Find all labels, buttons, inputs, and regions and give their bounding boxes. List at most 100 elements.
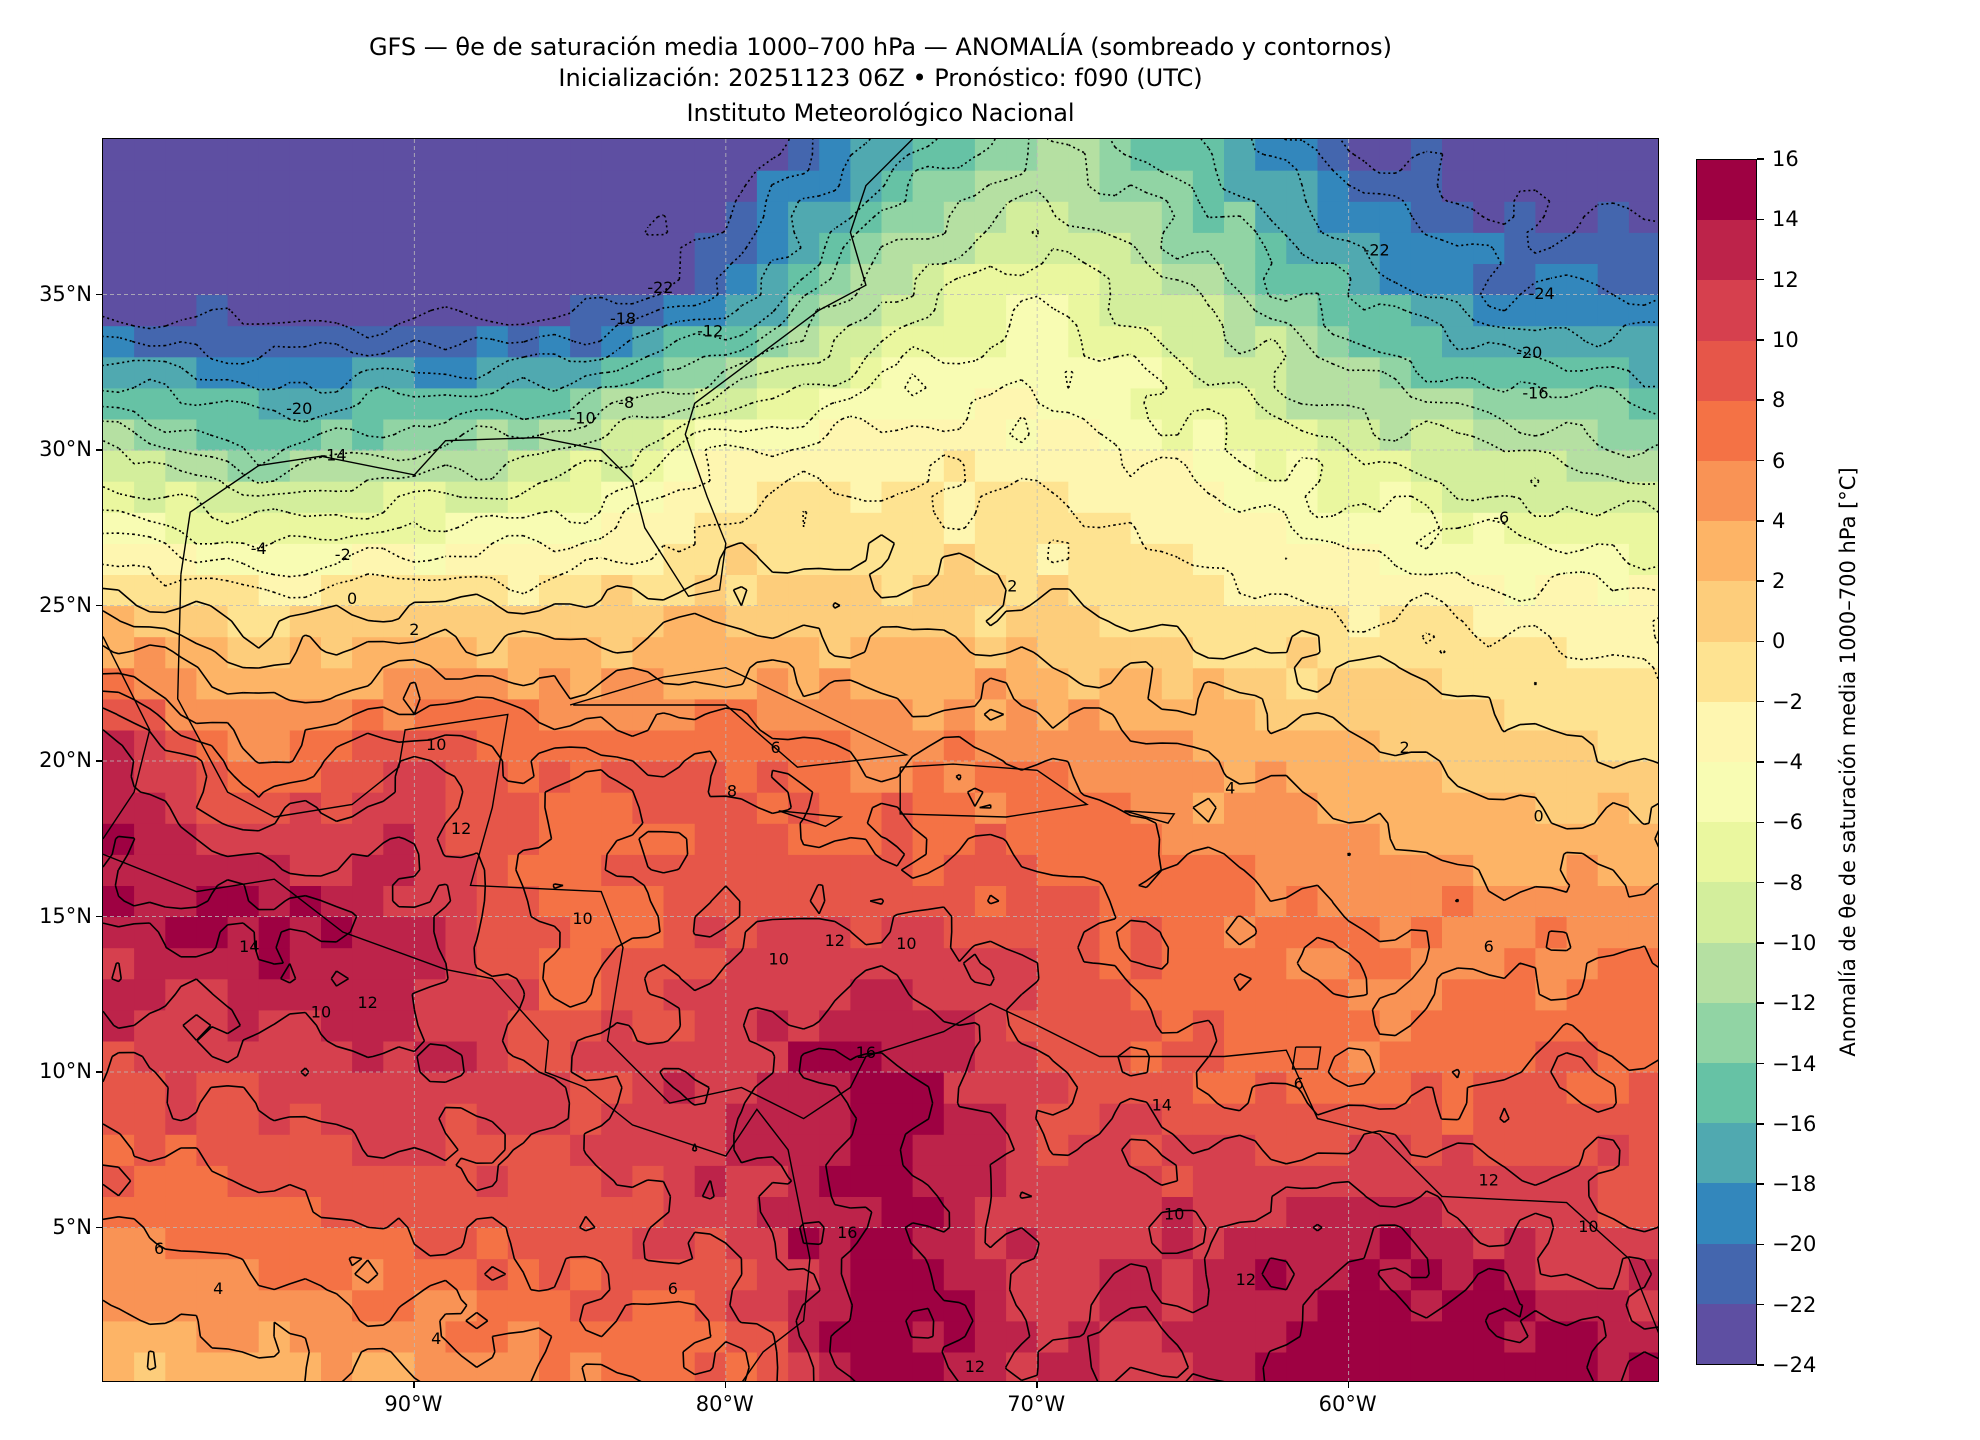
- heatmap-cell: [196, 1258, 229, 1291]
- heatmap-cell: [539, 481, 571, 513]
- heatmap-cell: [445, 325, 478, 358]
- heatmap-cell: [227, 1103, 260, 1135]
- heatmap-cell: [570, 761, 602, 793]
- heatmap-cell: [788, 698, 820, 731]
- heatmap-cell: [819, 1258, 851, 1291]
- heatmap-cell: [1130, 418, 1163, 451]
- heatmap-cell: [1037, 1072, 1069, 1104]
- heatmap-cell: [601, 947, 633, 980]
- heatmap-cell: [1348, 139, 1381, 171]
- heatmap-cell: [165, 1165, 197, 1197]
- heatmap-cell: [1224, 1258, 1256, 1291]
- heatmap-cell: [1628, 418, 1658, 451]
- heatmap-cell: [1504, 481, 1536, 513]
- heatmap-cell: [383, 1289, 415, 1322]
- heatmap-cell: [1006, 387, 1038, 420]
- heatmap-cell: [196, 823, 229, 855]
- contour-label: 6: [668, 1279, 678, 1298]
- heatmap-cell: [1255, 170, 1287, 202]
- heatmap-cell: [134, 1258, 166, 1291]
- heatmap-cell: [1535, 761, 1568, 793]
- heatmap-cell: [1410, 854, 1443, 886]
- heatmap-cell: [1348, 1351, 1381, 1381]
- heatmap-cell: [1628, 761, 1658, 793]
- contour-line: [103, 139, 1658, 339]
- heatmap-cell: [632, 232, 665, 264]
- heatmap-cell: [632, 512, 665, 544]
- heatmap-cell: [943, 1103, 976, 1135]
- heatmap-cell: [1442, 1196, 1474, 1229]
- heatmap-cell: [321, 1351, 353, 1381]
- heatmap-cell: [881, 698, 914, 731]
- heatmap-cell: [788, 574, 820, 607]
- heatmap-cell: [1130, 1351, 1163, 1381]
- heatmap-cell: [445, 294, 478, 327]
- x-tick-mark: [1347, 1382, 1350, 1388]
- heatmap-cell: [103, 232, 135, 264]
- heatmap-cell: [383, 1040, 415, 1073]
- heatmap-cell: [1317, 170, 1350, 202]
- heatmap-cell: [227, 139, 260, 171]
- heatmap-cell: [1099, 325, 1132, 358]
- colorbar-swatch: [1697, 220, 1756, 281]
- heatmap-cell: [601, 823, 633, 855]
- heatmap-cell: [1130, 636, 1163, 669]
- heatmap-cell: [632, 450, 665, 482]
- heatmap-cell: [1037, 139, 1069, 171]
- heatmap-cell: [1255, 761, 1287, 793]
- heatmap-cell: [1566, 170, 1599, 202]
- heatmap-cell: [539, 1289, 571, 1322]
- contour-label: 14: [1152, 1096, 1172, 1115]
- heatmap-cell: [1006, 698, 1038, 731]
- heatmap-cell: [570, 1289, 602, 1322]
- heatmap-cell: [134, 885, 166, 918]
- heatmap-cell: [1255, 1103, 1287, 1135]
- heatmap-cell: [1130, 978, 1163, 1011]
- heatmap-cell: [601, 1320, 633, 1353]
- heatmap-cell: [1504, 1196, 1536, 1229]
- heatmap-cell: [1068, 885, 1100, 918]
- heatmap-cell: [1006, 201, 1038, 233]
- heatmap-cell: [819, 450, 851, 482]
- heatmap-cell: [414, 916, 447, 949]
- heatmap-cell: [663, 636, 696, 669]
- heatmap-cell: [850, 1351, 883, 1381]
- heatmap-cell: [289, 947, 322, 980]
- heatmap-cell: [414, 481, 447, 513]
- colorbar-tick-mark: [1757, 700, 1764, 703]
- heatmap-cell: [103, 1320, 135, 1353]
- heatmap-cell: [476, 1103, 509, 1135]
- heatmap-cell: [352, 201, 384, 233]
- heatmap-cell: [1099, 418, 1132, 451]
- heatmap-cell: [476, 201, 509, 233]
- heatmap-cell: [1286, 201, 1318, 233]
- heatmap-cell: [1535, 1040, 1568, 1073]
- heatmap-cell: [1286, 885, 1318, 918]
- colorbar-tick-label: 2: [1772, 569, 1786, 594]
- heatmap-cell: [414, 1165, 447, 1197]
- heatmap-cell: [1224, 294, 1256, 327]
- heatmap-cell: [165, 201, 197, 233]
- heatmap-cell: [165, 978, 197, 1011]
- heatmap-cell: [445, 1009, 478, 1042]
- heatmap-cell: [1255, 854, 1287, 886]
- heatmap-cell: [725, 947, 758, 980]
- heatmap-cell: [445, 387, 478, 420]
- colorbar-swatch: [1697, 460, 1756, 522]
- heatmap-cell: [134, 761, 166, 793]
- heatmap-cell: [414, 636, 447, 669]
- heatmap-cell: [1566, 574, 1599, 607]
- heatmap-cell: [912, 1134, 945, 1166]
- heatmap-cell: [1379, 916, 1412, 949]
- heatmap-cell: [445, 574, 478, 607]
- heatmap-cell: [912, 356, 945, 389]
- heatmap-cell: [1317, 201, 1350, 233]
- heatmap-cell: [1255, 512, 1287, 544]
- heatmap-cell: [258, 1134, 291, 1166]
- contour-label: -24: [1529, 284, 1555, 303]
- heatmap-cell: [383, 729, 415, 762]
- heatmap-cell: [1037, 729, 1069, 762]
- heatmap-cell: [1161, 792, 1194, 824]
- heatmap-cell: [1379, 450, 1412, 482]
- heatmap-cell: [1037, 543, 1069, 575]
